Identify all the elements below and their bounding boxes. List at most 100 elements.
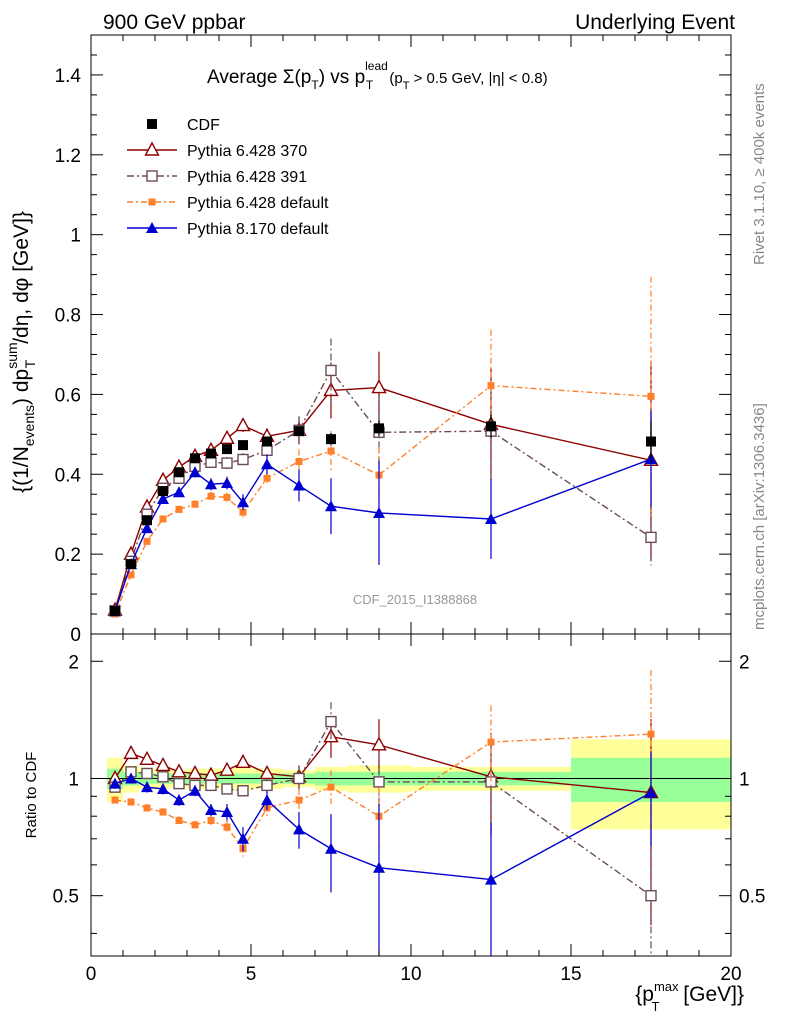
ratio-y-tick-label: 1 [68, 769, 79, 790]
data-point [293, 479, 305, 491]
y-tick-label: 0.4 [55, 465, 82, 486]
data-point [127, 571, 135, 579]
legend-label: Pythia 6.428 default [187, 195, 329, 212]
data-point [143, 537, 151, 545]
legend-marker [144, 141, 160, 156]
y-tick-label: 1.4 [55, 66, 82, 87]
data-point [219, 429, 235, 445]
series-line [114, 369, 652, 612]
y-tick-label: 0 [70, 625, 81, 646]
data-point [263, 474, 271, 482]
data-point [141, 522, 153, 534]
data-point [175, 816, 183, 824]
data-point [221, 477, 233, 489]
data-point [371, 379, 387, 394]
data-point [325, 500, 337, 512]
series-cdf [110, 414, 656, 616]
data-point [373, 861, 385, 873]
legend-marker [148, 198, 156, 206]
data-point [327, 783, 335, 791]
data-point [141, 767, 153, 780]
data-point [326, 434, 336, 445]
data-point [327, 447, 335, 455]
data-point [206, 448, 216, 459]
data-point [239, 508, 247, 516]
data-point [159, 808, 167, 816]
legend-item: Pythia 8.170 default [127, 221, 329, 238]
legend: CDF Pythia 6.428 370 Pythia 6.428 391 Pythi… [127, 117, 329, 238]
data-point [371, 736, 387, 751]
legend-marker [147, 119, 157, 129]
series-line [114, 458, 652, 612]
mcplots-label: mcplots.cern.ch [arXiv:1306.3436] [751, 403, 768, 630]
data-point [645, 531, 657, 544]
data-point [325, 364, 337, 377]
data-point [157, 771, 169, 783]
main-axis-ticks: 0 0.2 0.4 0.6 0.8 1 1.2 1.4 [55, 34, 732, 646]
legend-item: Pythia 6.428 default [127, 195, 329, 212]
series-pythia-8-170-default [109, 411, 657, 617]
legend-label: Pythia 6.428 370 [187, 143, 307, 160]
rivet-label: Rivet 3.1.10, ≥ 400k events [751, 83, 768, 265]
data-point [238, 440, 248, 451]
data-point [191, 821, 199, 829]
data-point [157, 782, 169, 794]
ratio-y-tick-label-right: 0.5 [739, 887, 765, 908]
y-tick-label: 1 [70, 226, 81, 247]
data-point [373, 507, 385, 519]
data-point [487, 738, 495, 746]
data-point [157, 493, 169, 505]
data-point [110, 605, 120, 616]
plot-title: Average Σ(pT) vs plead T (pT > 0.5 GeV, |… [207, 59, 548, 92]
header-left: 900 GeV ppbar [103, 11, 245, 34]
data-point [293, 823, 305, 835]
data-point [262, 436, 272, 447]
x-tick-label: 20 [720, 964, 741, 985]
ratio-y-tick-label: 2 [68, 652, 79, 673]
data-point [647, 392, 655, 400]
data-point [155, 756, 171, 772]
data-point [487, 382, 495, 390]
x-tick-label: 10 [400, 964, 421, 985]
data-point [205, 803, 217, 815]
data-point [325, 842, 337, 854]
data-point [171, 763, 187, 778]
data-point [645, 889, 657, 902]
data-point [174, 467, 184, 478]
data-point [219, 761, 235, 776]
data-point [261, 794, 273, 806]
data-point [235, 417, 251, 432]
data-point [127, 798, 135, 806]
ratio-axis-ticks: 0.5 0.51 12 20 5 10 15 20 [53, 634, 765, 985]
data-point [223, 823, 231, 831]
ratio-y-axis-label: Ratio to CDF [23, 752, 40, 839]
ratio-y-tick-label-right: 2 [739, 652, 750, 673]
data-point [293, 772, 305, 785]
analysis-id: CDF_2015_I1388868 [353, 592, 477, 607]
data-point [237, 832, 249, 844]
legend-marker [146, 222, 158, 233]
data-point [158, 486, 168, 497]
data-point [205, 478, 217, 490]
data-point [175, 505, 183, 513]
data-point [109, 777, 121, 789]
data-point [143, 804, 151, 812]
ratio-y-tick-label: 0.5 [53, 887, 79, 908]
series-line [114, 384, 652, 615]
series-line [114, 733, 652, 851]
data-point [261, 779, 273, 792]
data-point [142, 515, 152, 526]
data-point [173, 486, 185, 498]
ratio-y-tick-label-right: 1 [739, 769, 750, 790]
data-point [235, 753, 251, 769]
data-point [141, 781, 153, 793]
data-point [237, 453, 249, 466]
x-tick-label: 5 [246, 964, 257, 985]
legend-item: Pythia 6.428 370 [127, 141, 307, 160]
data-point [139, 750, 155, 766]
data-point [295, 796, 303, 804]
legend-marker [146, 170, 158, 182]
data-point [294, 426, 304, 437]
data-point [222, 444, 232, 455]
